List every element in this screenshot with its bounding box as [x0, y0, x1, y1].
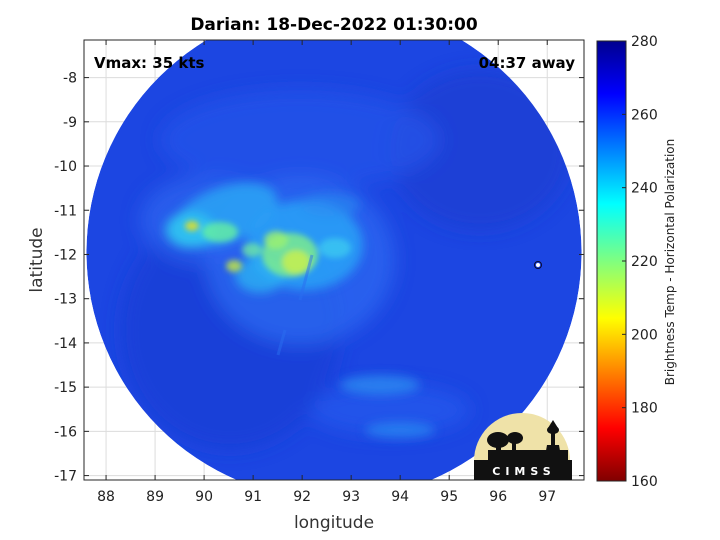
time-away-annotation: 04:37 away	[479, 54, 576, 72]
colorbar-tick-label: 160	[631, 474, 658, 490]
y-tick-label: -10	[54, 159, 77, 175]
y-tick-label: -17	[54, 469, 77, 485]
x-tick-label: 94	[391, 489, 409, 505]
x-tick-label: 97	[538, 489, 556, 505]
logo-wordmark: CIMSS	[492, 465, 555, 478]
x-tick-label: 90	[195, 489, 213, 505]
x-tick-label: 93	[342, 489, 360, 505]
colorbar-ticks: 160 180 200 220 240 260 280	[622, 34, 658, 490]
y-axis: -8 -9 -10 -11 -12 -13 -14 -15 -16 -17	[54, 71, 584, 485]
y-tick-label: -12	[54, 247, 77, 263]
x-tick-label: 91	[244, 489, 262, 505]
chart-title: Darian: 18-Dec-2022 01:30:00	[190, 15, 478, 35]
x-axis: 88 89 90 91 92 93 94 95 96 97	[97, 40, 556, 505]
colorbar: 160 180 200 220 240 260 280 Brightness Temp - …	[596, 34, 677, 490]
colorbar-tick-label: 260	[631, 107, 658, 123]
x-axis-label: longitude	[294, 513, 374, 533]
x-tick-label: 96	[489, 489, 507, 505]
y-tick-label: -13	[54, 292, 77, 308]
y-tick-label: -11	[54, 203, 77, 219]
colorbar-tick-label: 240	[631, 181, 658, 197]
y-tick-label: -8	[63, 71, 77, 87]
y-tick-label: -15	[54, 380, 77, 396]
vmax-annotation: Vmax: 35 kts	[94, 54, 204, 72]
x-tick-label: 88	[97, 489, 115, 505]
colorbar-tick-label: 200	[631, 327, 658, 343]
colorbar-tick-label: 280	[631, 34, 658, 50]
cimss-logo: CIMSS	[474, 413, 572, 480]
y-axis-label: latitude	[27, 227, 47, 292]
x-tick-label: 95	[440, 489, 458, 505]
y-tick-label: -14	[54, 336, 77, 352]
x-tick-label: 89	[146, 489, 164, 505]
y-tick-label: -16	[54, 424, 77, 440]
brightness-temp-swath	[86, 40, 582, 480]
x-tick-label: 92	[293, 489, 311, 505]
colorbar-gradient	[596, 40, 627, 482]
y-tick-label: -9	[63, 115, 77, 131]
colorbar-tick-label: 180	[631, 401, 658, 417]
colorbar-tick-label: 220	[631, 254, 658, 270]
plot-frame	[83, 39, 585, 481]
colorbar-label: Brightness Temp - Horizontal Polarizatio…	[663, 139, 677, 386]
